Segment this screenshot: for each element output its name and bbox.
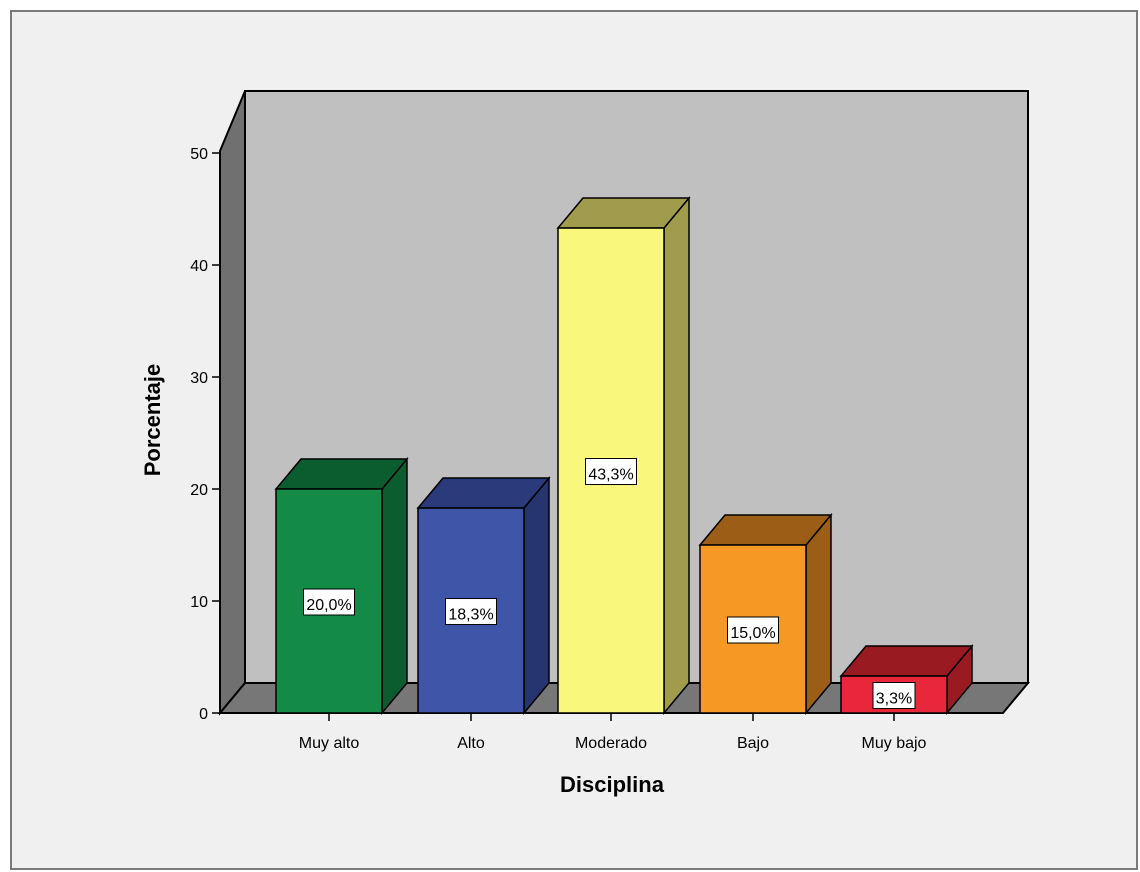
x-tick-label: Moderado bbox=[575, 735, 647, 752]
data-label-box bbox=[872, 682, 916, 710]
y-tick-label: 0 bbox=[199, 706, 208, 723]
bar-side bbox=[663, 195, 690, 716]
y-tick-label: 10 bbox=[190, 594, 208, 611]
data-label: 20,0% bbox=[306, 597, 351, 614]
x-tick-label: Alto bbox=[457, 735, 485, 752]
bar-5: 3,3% bbox=[839, 643, 974, 716]
x-tick-label: Muy alto bbox=[299, 735, 360, 752]
data-label-box bbox=[727, 616, 779, 644]
bar-side bbox=[381, 456, 408, 716]
y-tick-label: 40 bbox=[190, 258, 208, 275]
bars: 20,0% 18,3% 43,3% 15,0% 3,3% bbox=[274, 195, 974, 716]
data-label: 3,3% bbox=[876, 691, 912, 708]
data-label: 18,3% bbox=[448, 607, 493, 624]
data-label-box bbox=[585, 458, 637, 486]
x-axis-labels: Muy alto Alto Moderado Bajo Muy bajo bbox=[299, 713, 927, 752]
data-label-box bbox=[445, 598, 497, 626]
bar-side bbox=[523, 475, 550, 716]
y-tick-label: 50 bbox=[190, 146, 208, 163]
x-axis-title: Disciplina bbox=[560, 772, 665, 797]
bar-side bbox=[805, 512, 832, 716]
x-tick-label: Bajo bbox=[737, 735, 769, 752]
x-tick-label: Muy bajo bbox=[862, 735, 927, 752]
data-label: 15,0% bbox=[730, 625, 775, 642]
bar-4: 15,0% bbox=[698, 512, 833, 716]
bar-2: 18,3% bbox=[416, 475, 551, 716]
data-label-box bbox=[303, 588, 355, 616]
y-axis-title: Porcentaje bbox=[140, 364, 165, 477]
y-tick-label: 30 bbox=[190, 370, 208, 387]
y-tick-label: 20 bbox=[190, 482, 208, 499]
y-axis: 0 10 20 30 40 50 bbox=[190, 146, 220, 723]
data-label: 43,3% bbox=[588, 467, 633, 484]
bar-3: 43,3% bbox=[556, 195, 691, 716]
side-wall bbox=[219, 90, 246, 716]
bar-1: 20,0% bbox=[274, 456, 409, 716]
